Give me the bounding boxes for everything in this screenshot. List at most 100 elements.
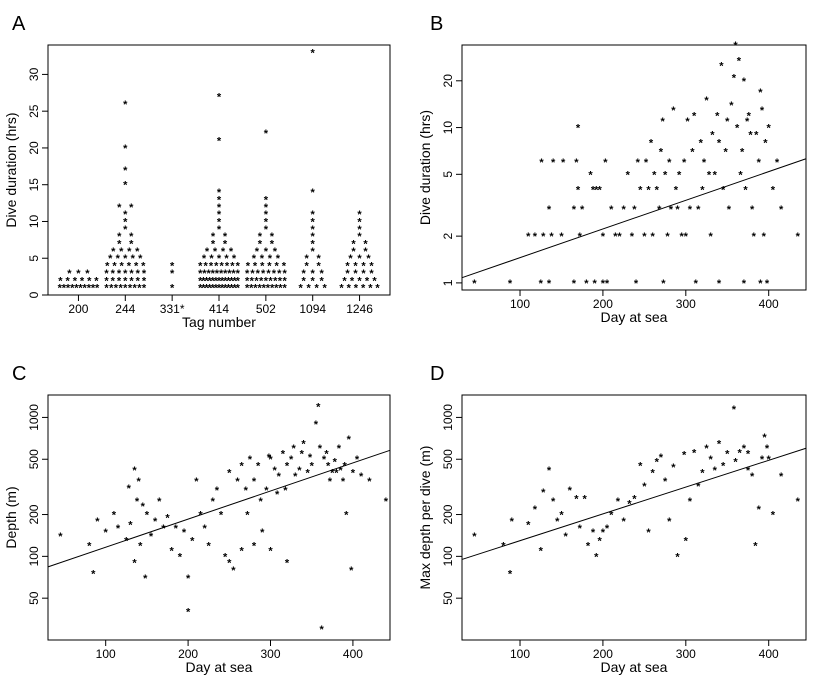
data-point: * xyxy=(742,278,747,290)
plot-frame xyxy=(461,44,807,291)
data-point: * xyxy=(136,275,141,287)
data-point: * xyxy=(663,476,668,488)
y-tick-label: 1 xyxy=(441,279,455,286)
data-point: * xyxy=(605,523,610,535)
data-point: * xyxy=(725,116,730,128)
data-point: * xyxy=(710,130,715,142)
data-point: * xyxy=(85,268,90,280)
data-point: * xyxy=(283,485,288,497)
data-point: * xyxy=(357,231,362,243)
data-point: * xyxy=(366,253,371,265)
data-point: * xyxy=(317,261,322,273)
data-point: * xyxy=(603,157,608,169)
data-point: * xyxy=(80,275,85,287)
data-point: * xyxy=(131,253,136,265)
data-point: * xyxy=(250,268,255,280)
data-point: * xyxy=(254,275,259,287)
data-point: * xyxy=(123,180,128,192)
data-point: * xyxy=(236,268,241,280)
data-point: * xyxy=(721,461,726,473)
data-point: * xyxy=(220,283,225,295)
data-point: * xyxy=(613,231,618,243)
data-point: * xyxy=(266,268,271,280)
data-point: * xyxy=(268,546,273,558)
data-point: * xyxy=(161,523,166,535)
data-point: * xyxy=(278,283,283,295)
data-point: * xyxy=(245,283,250,295)
data-point: * xyxy=(750,471,755,483)
data-point: * xyxy=(258,239,263,251)
data-point: * xyxy=(252,253,257,265)
data-point: * xyxy=(149,531,154,543)
data-point: * xyxy=(74,283,79,295)
data-point: * xyxy=(316,401,321,413)
data-point: * xyxy=(202,268,207,280)
data-point: * xyxy=(260,253,265,265)
data-point: * xyxy=(733,457,738,469)
data-point: * xyxy=(226,283,231,295)
data-point: * xyxy=(240,546,245,558)
x-axis-label: Day at sea xyxy=(186,659,253,675)
data-point: * xyxy=(302,275,307,287)
data-point: * xyxy=(202,253,207,265)
data-point: * xyxy=(549,231,554,243)
data-point: * xyxy=(178,551,183,563)
data-point: * xyxy=(259,275,264,287)
data-point: * xyxy=(597,536,602,548)
data-point: * xyxy=(127,261,132,273)
data-point: * xyxy=(268,253,273,265)
data-point: * xyxy=(779,204,784,216)
data-point: * xyxy=(754,130,759,142)
data-point: * xyxy=(217,136,222,148)
data-point: * xyxy=(771,510,776,522)
data-point: * xyxy=(211,275,216,287)
data-point: * xyxy=(580,204,585,216)
data-point: * xyxy=(704,443,709,455)
x-axis-label: Day at sea xyxy=(601,659,668,675)
data-point: * xyxy=(104,275,109,287)
data-point: * xyxy=(588,169,593,181)
data-point: * xyxy=(682,450,687,462)
data-point: * xyxy=(539,157,544,169)
data-point: * xyxy=(132,558,137,570)
data-point: * xyxy=(713,169,718,181)
data-point: * xyxy=(719,61,724,73)
data-point: * xyxy=(649,138,654,150)
data-point: * xyxy=(299,283,304,295)
data-point: * xyxy=(601,231,606,243)
data-point: * xyxy=(696,204,701,216)
data-point: * xyxy=(223,268,228,280)
data-point: * xyxy=(605,278,610,290)
data-point: * xyxy=(58,283,63,295)
data-point: * xyxy=(127,246,132,258)
data-point: * xyxy=(225,261,230,273)
data-point: * xyxy=(732,73,737,85)
data-point: * xyxy=(95,516,100,528)
data-point: * xyxy=(632,494,637,506)
x-tick-label: 400 xyxy=(343,647,363,661)
data-point: * xyxy=(675,551,680,563)
data-point: * xyxy=(137,476,142,488)
data-point: * xyxy=(345,268,350,280)
data-point: * xyxy=(260,261,265,273)
x-axis-label: Tag number xyxy=(182,314,256,330)
data-point: * xyxy=(274,283,279,295)
data-point: * xyxy=(236,261,241,273)
data-point: * xyxy=(315,283,320,295)
y-tick-label: 25 xyxy=(27,104,41,118)
data-point: * xyxy=(204,275,209,287)
data-point: * xyxy=(138,253,143,265)
data-point: * xyxy=(737,56,742,68)
data-point: * xyxy=(264,202,269,214)
data-point: * xyxy=(282,268,287,280)
data-point: * xyxy=(87,540,92,552)
data-point: * xyxy=(206,268,211,280)
data-point: * xyxy=(129,231,134,243)
data-point: * xyxy=(472,531,477,543)
data-point: * xyxy=(617,231,622,243)
data-point: * xyxy=(667,516,672,528)
data-point: * xyxy=(249,283,254,295)
data-point: * xyxy=(323,283,328,295)
data-point: * xyxy=(682,157,687,169)
data-point: * xyxy=(205,246,210,258)
